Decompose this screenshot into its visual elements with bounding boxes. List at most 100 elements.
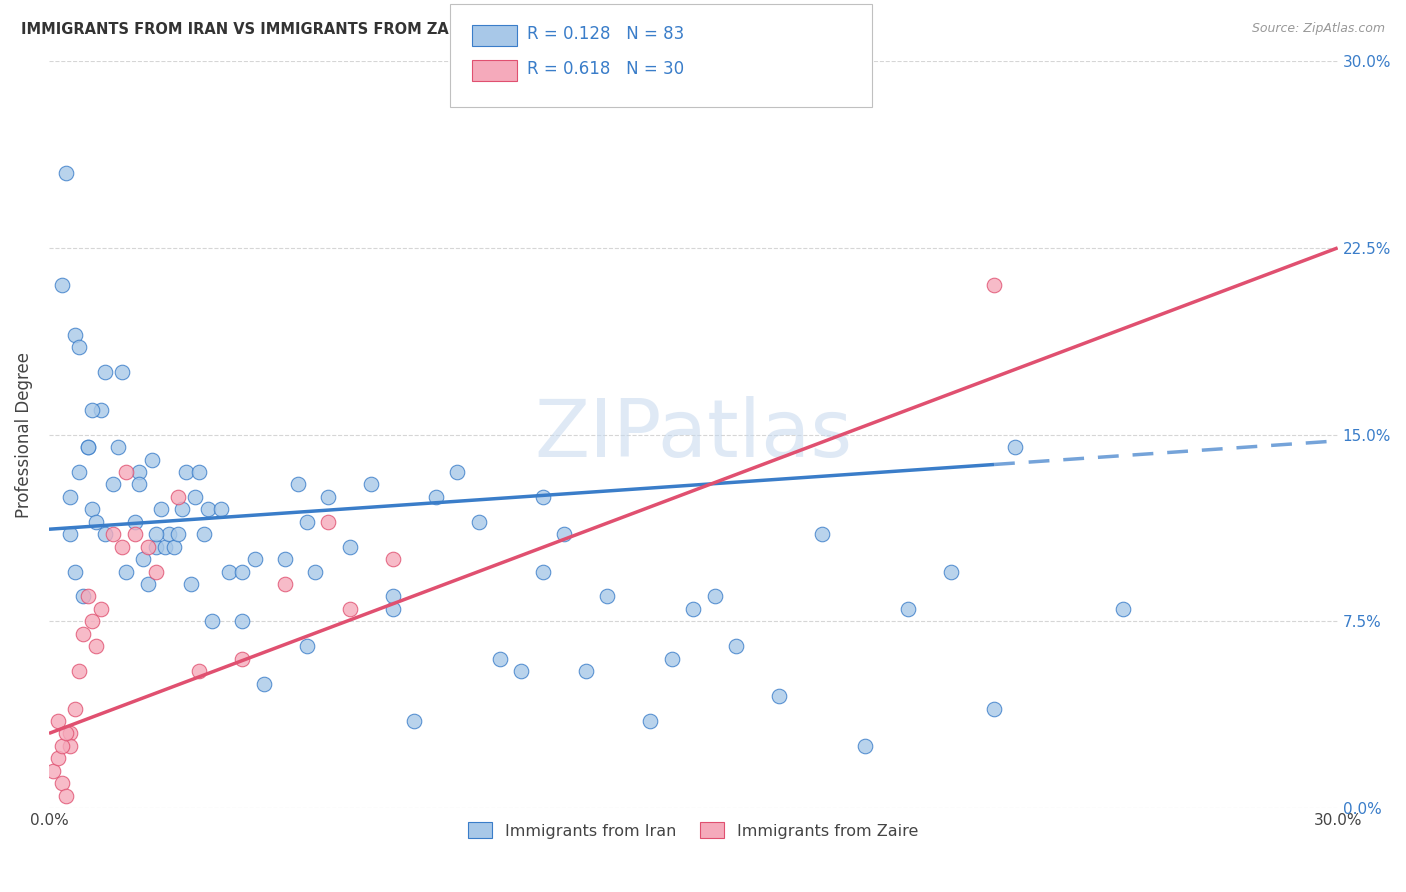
Point [661,651,683,665]
Point [55,726,77,740]
Point [157,527,180,541]
Point [231,651,253,665]
Point [67,465,90,479]
Point [983,701,1005,715]
Point [193,527,215,541]
Point [166,490,188,504]
Point [166,527,188,541]
Point [853,739,876,753]
Point [184,490,207,504]
Point [295,515,318,529]
Point [243,552,266,566]
Point [128,465,150,479]
Point [489,651,512,665]
Point [287,477,309,491]
Point [67,664,90,678]
Point [510,664,533,678]
Point [162,540,184,554]
Point [59,527,82,541]
Point [939,565,962,579]
Point [339,602,361,616]
Point [381,552,404,566]
Point [768,689,790,703]
Point [253,676,276,690]
Point [124,515,146,529]
Point [80,502,103,516]
Point [136,577,159,591]
Point [446,465,468,479]
Point [339,540,361,554]
Point [80,402,103,417]
Point [231,615,253,629]
Point [1004,440,1026,454]
Point [59,726,82,740]
Point [55,166,77,180]
Point [295,640,318,654]
Point [136,540,159,554]
Point [188,664,211,678]
Point [84,640,107,654]
Point [316,515,339,529]
Point [316,490,339,504]
Point [575,664,598,678]
Text: ZIPatlas: ZIPatlas [534,396,852,474]
Point [46,751,69,765]
Point [149,502,172,516]
Point [172,502,194,516]
Point [145,527,167,541]
Point [596,590,619,604]
Point [51,739,73,753]
Point [141,452,163,467]
Point [553,527,575,541]
Point [231,565,253,579]
Point [682,602,704,616]
Point [94,527,117,541]
Point [55,789,77,803]
Point [72,590,94,604]
Point [72,627,94,641]
Point [76,440,98,454]
Point [897,602,920,616]
Point [381,602,404,616]
Point [209,502,232,516]
Point [46,714,69,728]
Point [304,565,326,579]
Point [94,365,117,379]
Point [51,776,73,790]
Point [132,552,155,566]
Point [153,540,176,554]
Point [180,577,202,591]
Point [811,527,834,541]
Point [425,490,447,504]
Point [703,590,725,604]
Point [725,640,748,654]
Point [42,764,65,778]
Point [89,602,111,616]
Point [111,365,134,379]
Point [84,515,107,529]
Point [197,502,219,516]
Point [111,540,134,554]
Point [1112,602,1135,616]
Point [404,714,426,728]
Point [983,278,1005,293]
Point [531,490,554,504]
Point [67,341,90,355]
Point [63,701,86,715]
Point [103,527,125,541]
Legend: Immigrants from Iran, Immigrants from Zaire: Immigrants from Iran, Immigrants from Za… [461,816,925,845]
Point [107,440,129,454]
Point [381,590,404,604]
Point [218,565,240,579]
Point [63,565,86,579]
Point [531,565,554,579]
Text: R = 0.128   N = 83: R = 0.128 N = 83 [527,25,685,43]
Point [59,490,82,504]
Point [467,515,489,529]
Point [59,739,82,753]
Point [124,527,146,541]
Y-axis label: Professional Degree: Professional Degree [15,351,32,517]
Point [89,402,111,417]
Point [360,477,382,491]
Point [51,278,73,293]
